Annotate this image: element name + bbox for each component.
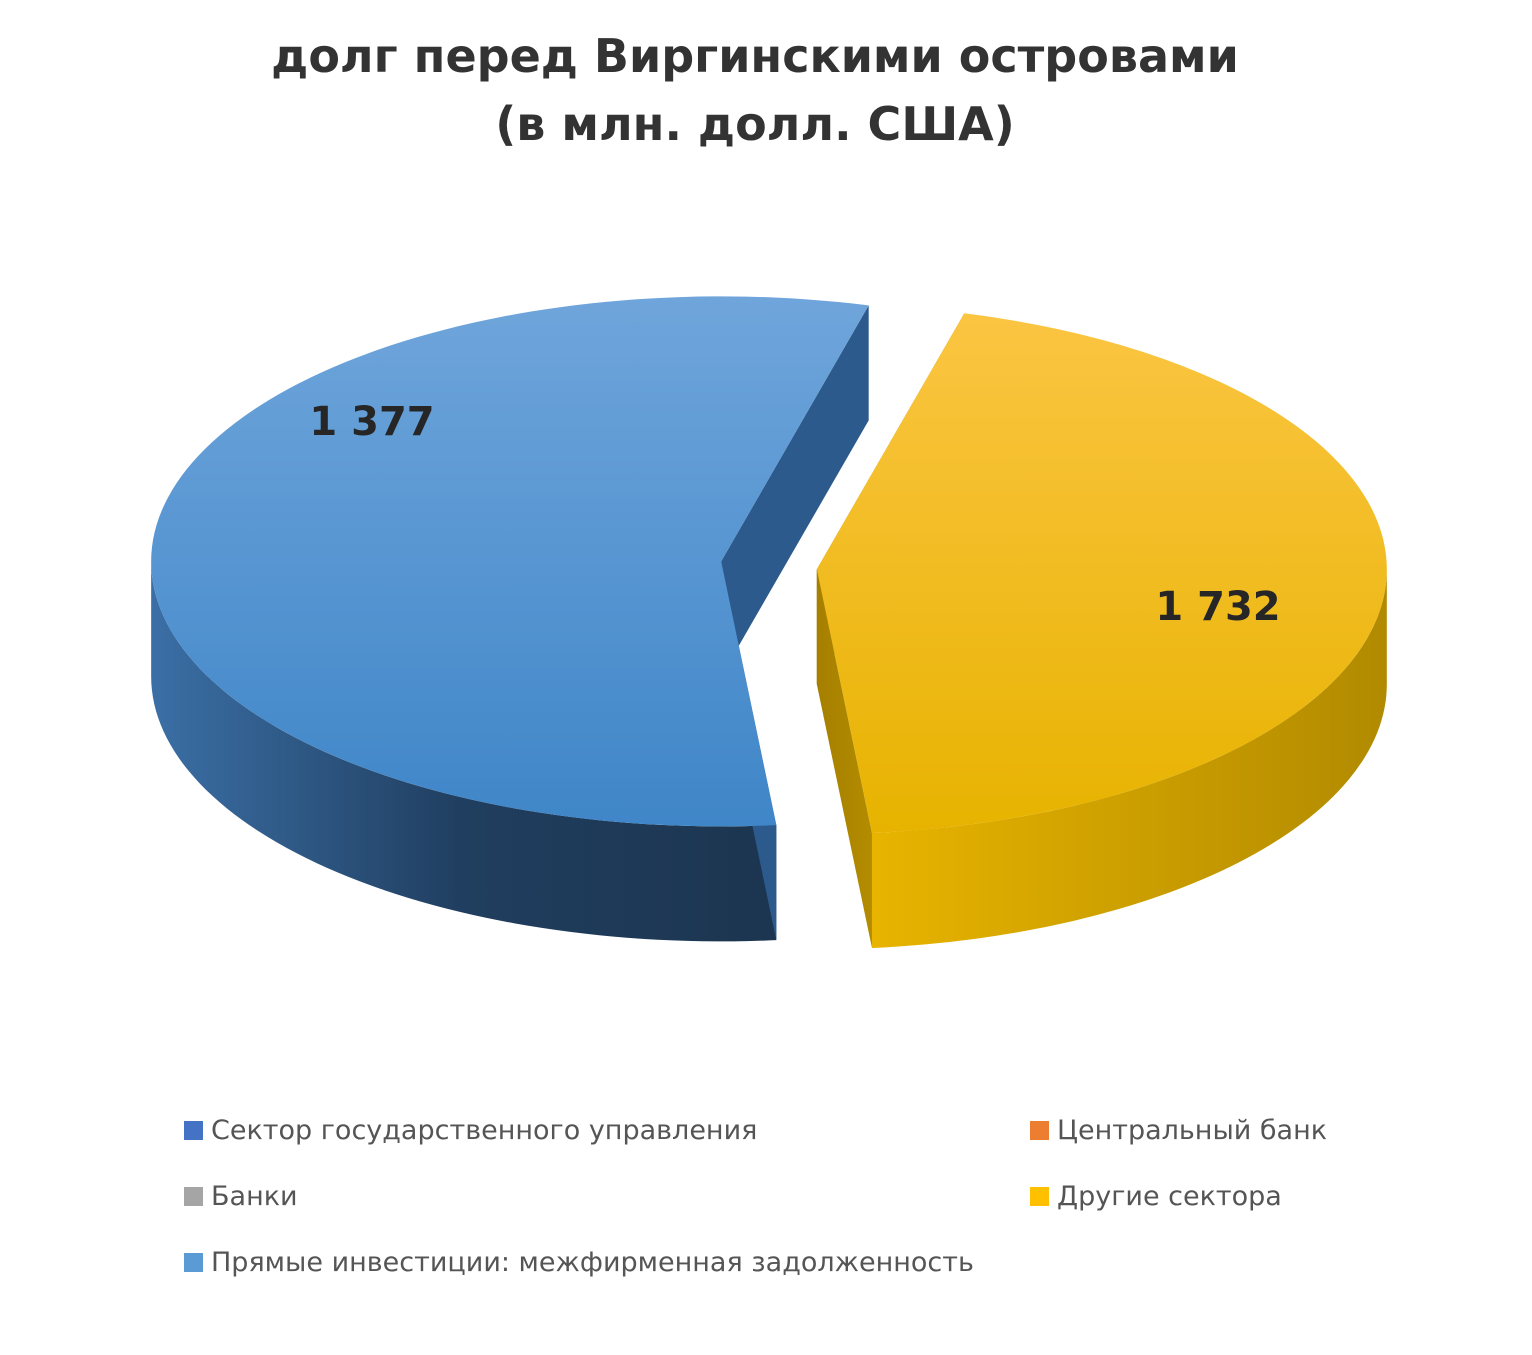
pie-slice-top <box>816 313 1387 834</box>
pie-slice-cut <box>816 569 872 949</box>
legend-label: Банки <box>211 1181 298 1212</box>
pie-slices <box>151 296 1387 949</box>
legend-swatch <box>184 1121 203 1140</box>
chart-title-line-2: (в млн. долл. США) <box>495 97 1015 151</box>
legend-swatch <box>184 1253 203 1272</box>
pie-slice-cut <box>721 305 869 677</box>
legend-item: Другие сектора <box>1030 1181 1282 1212</box>
pie-data-label: 1 377 <box>309 399 434 445</box>
pie-slice-side <box>151 561 777 942</box>
legend-label: Другие сектора <box>1057 1181 1282 1212</box>
pie-slice <box>816 313 1387 949</box>
pie-slice-top <box>151 296 869 827</box>
legend-item: Центральный банк <box>1030 1115 1327 1146</box>
legend-label: Сектор государственного управления <box>211 1115 758 1146</box>
legend-label: Прямые инвестиции: межфирменная задолжен… <box>211 1247 974 1278</box>
legend-swatch <box>1030 1187 1049 1206</box>
pie-slice-side <box>871 569 1387 949</box>
legend-item: Прямые инвестиции: межфирменная задолжен… <box>184 1247 974 1278</box>
legend-swatch <box>184 1187 203 1206</box>
pie-data-labels: 1 377 1 732 <box>309 399 1280 630</box>
legend-item: Банки <box>184 1181 298 1212</box>
legend-label: Центральный банк <box>1057 1115 1328 1146</box>
chart-title: долг перед Виргинскими островами (в млн.… <box>0 22 1510 158</box>
pie-data-label: 1 732 <box>1155 584 1280 630</box>
legend-swatch <box>1030 1121 1049 1140</box>
legend-item: Сектор государственного управления <box>184 1115 757 1146</box>
chart-title-line-1: долг перед Виргинскими островами <box>271 29 1239 83</box>
chart-legend: Сектор государственного управления Центра… <box>184 1115 1364 1305</box>
pie-slice <box>151 296 869 942</box>
